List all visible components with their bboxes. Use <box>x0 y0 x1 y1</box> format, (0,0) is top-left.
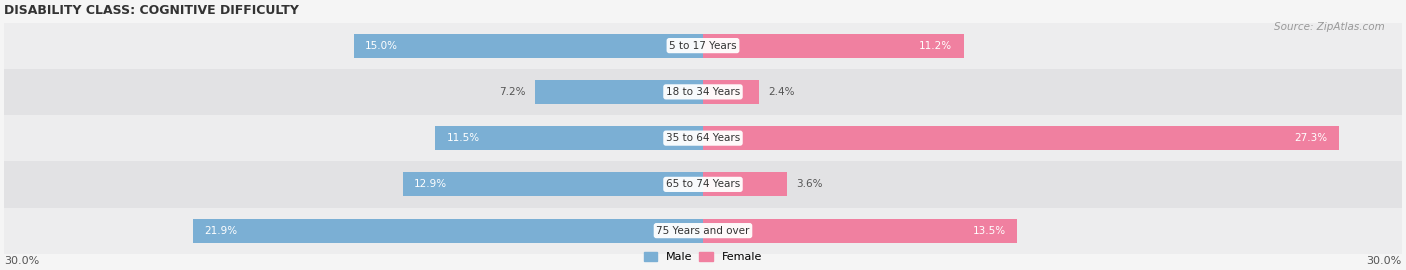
Bar <box>703 172 787 196</box>
Bar <box>703 219 1018 243</box>
Text: 30.0%: 30.0% <box>4 256 39 266</box>
Text: 5 to 17 Years: 5 to 17 Years <box>669 40 737 51</box>
Bar <box>536 80 703 104</box>
Text: DISABILITY CLASS: COGNITIVE DIFFICULTY: DISABILITY CLASS: COGNITIVE DIFFICULTY <box>4 4 299 17</box>
Bar <box>4 69 1402 115</box>
Text: 15.0%: 15.0% <box>366 40 398 51</box>
Bar <box>402 172 703 196</box>
Bar <box>703 80 759 104</box>
Bar <box>4 22 1402 69</box>
Bar <box>353 33 703 58</box>
Text: 75 Years and over: 75 Years and over <box>657 226 749 236</box>
Text: 21.9%: 21.9% <box>204 226 238 236</box>
Text: 3.6%: 3.6% <box>796 179 823 189</box>
Text: 65 to 74 Years: 65 to 74 Years <box>666 179 740 189</box>
Bar <box>4 115 1402 161</box>
Text: 12.9%: 12.9% <box>415 179 447 189</box>
Text: 11.2%: 11.2% <box>920 40 952 51</box>
Text: 11.5%: 11.5% <box>447 133 479 143</box>
Bar <box>703 33 965 58</box>
Bar <box>703 126 1339 150</box>
Text: 18 to 34 Years: 18 to 34 Years <box>666 87 740 97</box>
Bar <box>4 161 1402 208</box>
Text: 35 to 64 Years: 35 to 64 Years <box>666 133 740 143</box>
Legend: Male, Female: Male, Female <box>640 247 766 267</box>
Text: 7.2%: 7.2% <box>499 87 526 97</box>
Text: 13.5%: 13.5% <box>973 226 1005 236</box>
Text: 30.0%: 30.0% <box>1367 256 1402 266</box>
Text: Source: ZipAtlas.com: Source: ZipAtlas.com <box>1274 22 1385 32</box>
Text: 27.3%: 27.3% <box>1294 133 1327 143</box>
Bar <box>193 219 703 243</box>
Bar <box>4 208 1402 254</box>
Bar <box>434 126 703 150</box>
Text: 2.4%: 2.4% <box>768 87 794 97</box>
